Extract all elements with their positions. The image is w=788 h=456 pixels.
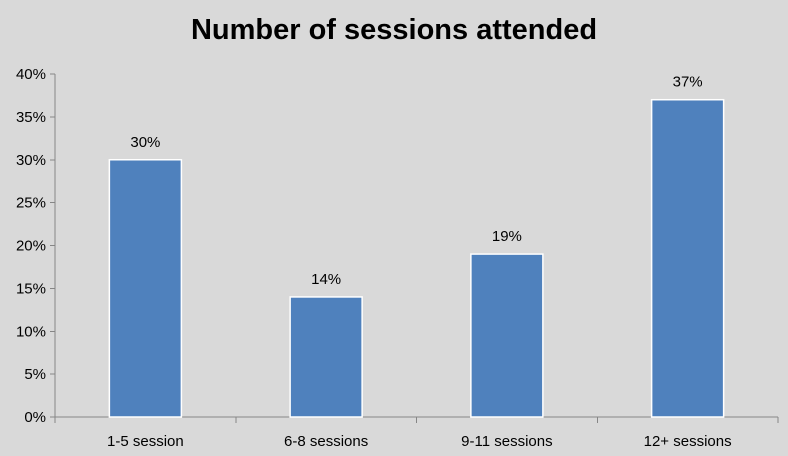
- y-tick-label: 40%: [16, 66, 46, 83]
- x-tick-label: 1-5 session: [107, 433, 184, 450]
- y-tick-label: 0%: [24, 409, 46, 426]
- y-tick-label: 30%: [16, 152, 46, 169]
- bar: [470, 253, 544, 418]
- y-tick-label: 35%: [16, 109, 46, 126]
- x-tick-label: 6-8 sessions: [284, 433, 368, 450]
- x-tick-label: 9-11 sessions: [461, 433, 552, 450]
- y-tick-label: 20%: [16, 238, 46, 255]
- y-tick-label: 10%: [16, 323, 46, 340]
- data-label: 37%: [673, 74, 703, 91]
- x-tick-label: 12+ sessions: [644, 433, 732, 450]
- y-tick-label: 5%: [24, 366, 46, 383]
- y-tick-label: 15%: [16, 280, 46, 297]
- chart-title: Number of sessions attended: [190, 14, 598, 46]
- bar: [289, 296, 363, 418]
- data-label: 19%: [492, 228, 522, 245]
- data-label: 30%: [130, 134, 160, 151]
- bar: [650, 98, 725, 418]
- data-label: 14%: [311, 271, 341, 288]
- y-tick-label: 25%: [16, 195, 46, 212]
- bar: [108, 159, 183, 418]
